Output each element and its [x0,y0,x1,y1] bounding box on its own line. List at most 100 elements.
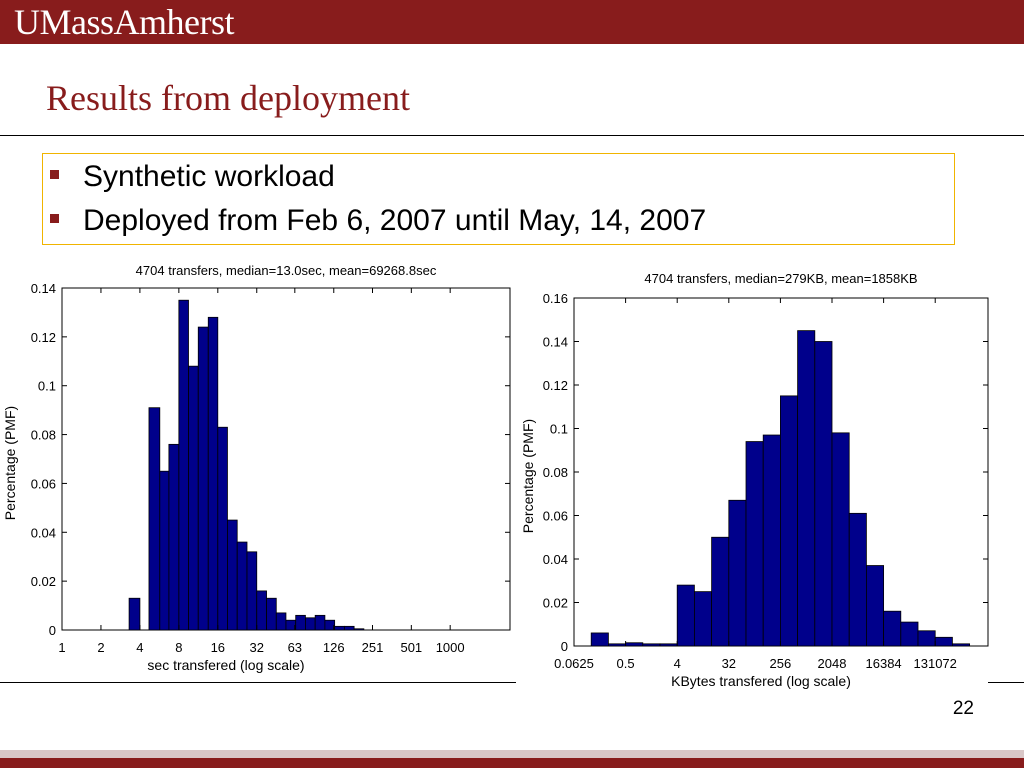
bullet-box [42,153,955,245]
histogram-bar [917,630,936,647]
histogram-bar [952,643,971,647]
page-number: 22 [952,698,974,719]
plot-frame [61,287,511,631]
x-tick-label: 1 [58,640,65,655]
header-bar: UMassAmherst [0,0,1024,44]
y-tick-label: 0.02 [543,596,568,611]
histogram-bar [900,621,919,647]
histogram-bar [275,612,287,631]
chart-size: 4704 transfers, median=279KB, mean=1858K… [518,265,993,693]
chart-title: 4704 transfers, median=13.0sec, mean=692… [136,263,437,278]
chart-title: 4704 transfers, median=279KB, mean=1858K… [644,271,917,286]
y-tick-label: 0.08 [543,465,568,480]
histogram-bar [934,636,953,647]
x-tick-label: 16 [211,640,225,655]
histogram-bar [694,591,713,647]
y-tick-label: 0.12 [543,378,568,393]
histogram-bar [207,316,219,631]
y-tick-label: 0 [49,623,56,638]
y-tick-label: 0.14 [31,281,56,296]
histogram-bar [745,441,764,647]
footer-rule-right [988,682,1024,683]
bullet-square-icon [50,169,59,179]
y-tick-label: 0.06 [31,476,56,491]
histogram-bar [883,610,902,647]
x-tick-label: 32 [722,656,736,671]
histogram-bar [334,625,345,631]
title-rule [0,135,1024,136]
histogram-bar [590,632,609,647]
umass-logo: UMassAmherst [14,2,234,42]
histogram-bar [305,617,316,631]
histogram-bar [814,341,833,647]
footer-bar [0,758,1024,768]
x-tick-label: 32 [250,640,264,655]
y-axis-label: Percentage (PMF) [520,419,536,533]
histogram-bar [324,619,336,631]
x-tick-label: 4 [136,640,143,655]
x-axis-label: KBytes transfered (log scale) [671,673,851,689]
chart-duration-svg: 4704 transfers, median=13.0sec, mean=692… [2,263,511,673]
histogram-bar [168,443,180,631]
y-tick-label: 0 [561,639,568,654]
histogram-bar [848,512,867,647]
y-axis-label: Percentage (PMF) [2,406,18,520]
y-tick-label: 0.04 [543,552,568,567]
histogram-bar [266,597,277,631]
histogram-bar [608,643,627,647]
x-tick-label: 8 [175,640,182,655]
histogram-bar [148,407,161,631]
histogram-bar [159,470,170,631]
histogram-bar [676,584,695,647]
histogram-bar [128,597,141,631]
y-tick-label: 0.1 [38,379,56,394]
x-tick-label: 0.5 [617,656,635,671]
histogram-bar [295,614,306,631]
x-tick-label: 63 [288,640,302,655]
x-tick-label: 126 [323,640,345,655]
bullet-square-icon [50,213,59,223]
histogram-bar [285,619,297,631]
slide-title: Results from deployment [46,78,410,118]
x-tick-label: 0.0625 [554,656,594,671]
y-tick-label: 0.12 [31,330,56,345]
y-tick-label: 0.08 [31,428,56,443]
histogram-bar [659,643,678,647]
footer-rule-left [0,682,516,683]
x-tick-label: 4 [674,656,681,671]
y-tick-label: 0.06 [543,509,568,524]
histogram-bar [762,434,781,647]
histogram-bar [728,499,747,647]
bullet-item: Deployed from Feb 6, 2007 until May, 14,… [50,204,706,238]
histogram-bar [236,541,248,631]
histogram-bar [188,365,199,631]
x-axis-label: sec transfered (log scale) [147,657,304,673]
histogram-bar [178,299,189,631]
histogram-bar [866,565,885,647]
footer-bar-light [0,750,1024,758]
histogram-bar [314,614,326,631]
histogram-bar [642,643,661,647]
bullet-item: Synthetic workload [50,160,335,194]
histogram-bar [353,628,365,631]
histogram-bar [780,395,799,647]
x-tick-label: 251 [362,640,384,655]
x-tick-label: 2 [97,640,104,655]
x-tick-label: 131072 [914,656,957,671]
histogram-bar [246,551,258,631]
y-tick-label: 0.02 [31,574,56,589]
histogram-bar [256,590,267,631]
x-tick-label: 2048 [818,656,847,671]
histogram-bar [217,426,228,631]
histogram-bar [797,330,816,647]
bullet-text: Synthetic workload [83,160,335,193]
bullet-text: Deployed from Feb 6, 2007 until May, 14,… [83,204,707,237]
chart-duration: 4704 transfers, median=13.0sec, mean=692… [0,255,515,675]
y-tick-label: 0.16 [543,291,568,306]
histogram-bar [197,326,209,631]
x-tick-label: 16384 [866,656,902,671]
histogram-bar [711,536,730,647]
chart-size-svg: 4704 transfers, median=279KB, mean=1858K… [520,271,989,689]
y-tick-label: 0.04 [31,525,56,540]
x-tick-label: 501 [400,640,422,655]
